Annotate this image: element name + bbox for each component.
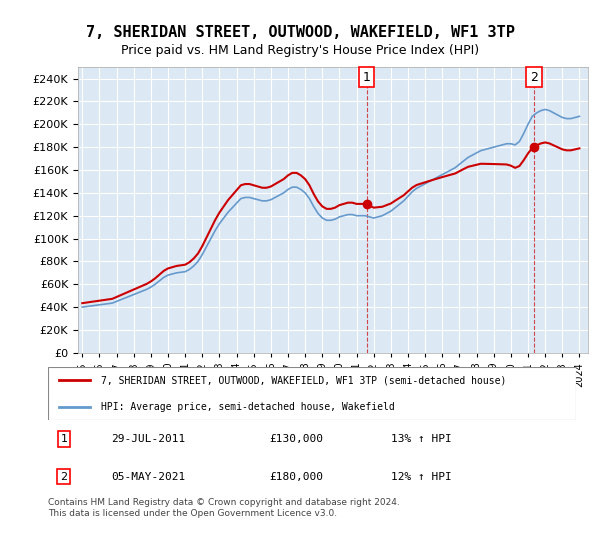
Text: 05-MAY-2021: 05-MAY-2021 (112, 472, 185, 482)
Text: 7, SHERIDAN STREET, OUTWOOD, WAKEFIELD, WF1 3TP (semi-detached house): 7, SHERIDAN STREET, OUTWOOD, WAKEFIELD, … (101, 375, 506, 385)
Text: Contains HM Land Registry data © Crown copyright and database right 2024.
This d: Contains HM Land Registry data © Crown c… (48, 498, 400, 518)
Text: 1: 1 (362, 71, 370, 83)
Text: 13% ↑ HPI: 13% ↑ HPI (391, 434, 452, 444)
Text: 2: 2 (60, 472, 67, 482)
Text: 2: 2 (530, 71, 538, 83)
Text: HPI: Average price, semi-detached house, Wakefield: HPI: Average price, semi-detached house,… (101, 402, 395, 412)
Text: £130,000: £130,000 (270, 434, 324, 444)
Text: £180,000: £180,000 (270, 472, 324, 482)
Text: 12% ↑ HPI: 12% ↑ HPI (391, 472, 452, 482)
Text: 1: 1 (61, 434, 67, 444)
Text: 7, SHERIDAN STREET, OUTWOOD, WAKEFIELD, WF1 3TP: 7, SHERIDAN STREET, OUTWOOD, WAKEFIELD, … (86, 25, 514, 40)
Text: Price paid vs. HM Land Registry's House Price Index (HPI): Price paid vs. HM Land Registry's House … (121, 44, 479, 57)
Text: 29-JUL-2011: 29-JUL-2011 (112, 434, 185, 444)
